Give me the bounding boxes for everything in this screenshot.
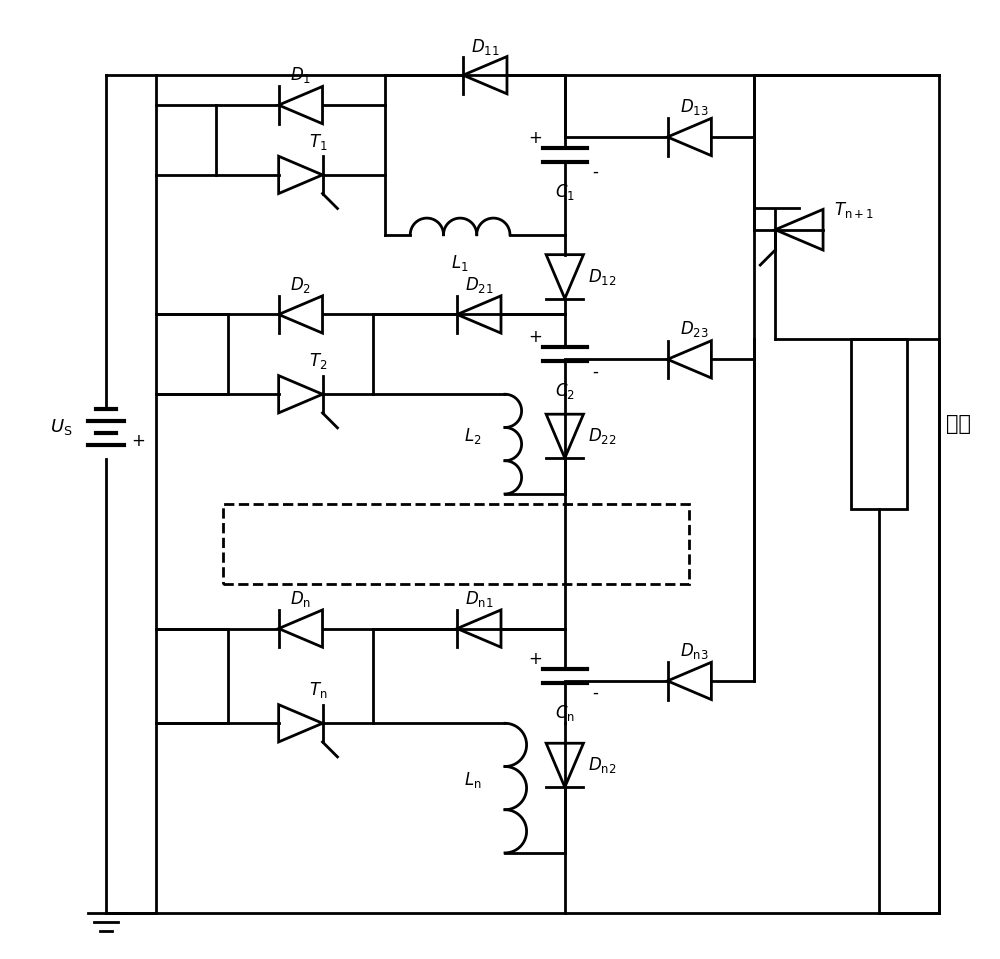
- Text: +: +: [528, 650, 542, 668]
- Text: $C_1$: $C_1$: [555, 182, 575, 201]
- Text: +: +: [528, 328, 542, 346]
- Text: $U_\mathrm{S}$: $U_\mathrm{S}$: [50, 417, 73, 437]
- Text: 负载: 负载: [946, 414, 971, 434]
- Bar: [223, 503, 689, 584]
- Text: $D_{13}$: $D_{13}$: [680, 97, 709, 117]
- Text: $L_2$: $L_2$: [464, 426, 482, 446]
- Text: $T_\mathrm{n}$: $T_\mathrm{n}$: [309, 680, 328, 700]
- Text: -: -: [592, 163, 598, 181]
- Text: -: -: [592, 363, 598, 381]
- Text: $C_2$: $C_2$: [555, 382, 575, 401]
- Text: $T_1$: $T_1$: [309, 132, 328, 152]
- Text: $L_\mathrm{n}$: $L_\mathrm{n}$: [464, 770, 482, 790]
- Text: $T_2$: $T_2$: [309, 351, 328, 371]
- Text: $D_\mathrm{n3}$: $D_\mathrm{n3}$: [680, 641, 709, 661]
- Text: $D_{12}$: $D_{12}$: [588, 267, 617, 287]
- Text: -: -: [592, 684, 598, 702]
- Text: +: +: [131, 433, 145, 450]
- Text: $C_\mathrm{n}$: $C_\mathrm{n}$: [555, 703, 575, 723]
- Text: $D_{21}$: $D_{21}$: [465, 274, 493, 294]
- Text: +: +: [528, 129, 542, 147]
- Text: $D_{22}$: $D_{22}$: [588, 426, 617, 446]
- Text: $D_\mathrm{n1}$: $D_\mathrm{n1}$: [465, 589, 493, 609]
- Text: $D_\mathrm{n}$: $D_\mathrm{n}$: [290, 589, 311, 609]
- Text: $T_\mathrm{n+1}$: $T_\mathrm{n+1}$: [834, 199, 874, 220]
- Text: $L_1$: $L_1$: [451, 252, 469, 272]
- Text: $D_2$: $D_2$: [290, 274, 311, 294]
- Text: $D_{23}$: $D_{23}$: [680, 319, 709, 339]
- Text: $D_{11}$: $D_{11}$: [471, 37, 499, 58]
- Bar: [851, 339, 907, 509]
- Text: $D_\mathrm{n2}$: $D_\mathrm{n2}$: [588, 755, 617, 775]
- Text: $D_1$: $D_1$: [290, 65, 311, 85]
